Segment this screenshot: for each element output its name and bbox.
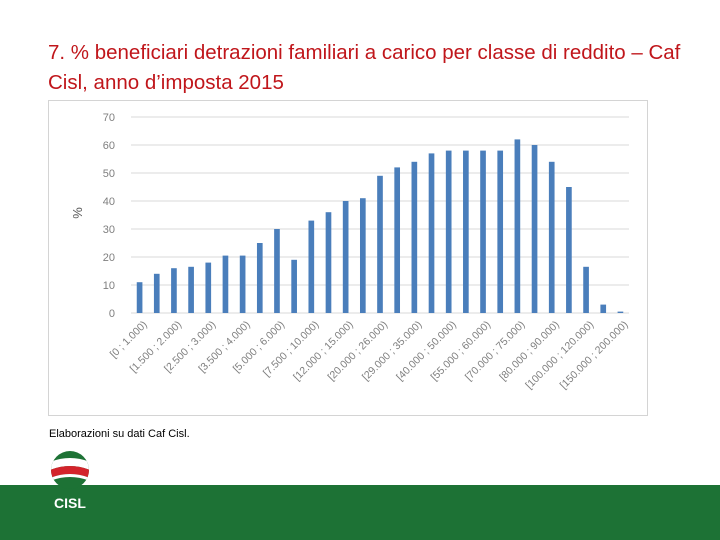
y-tick-label: 30 [103, 224, 115, 236]
bar [411, 161, 418, 313]
bar [377, 175, 383, 313]
x-tick-label: [70.000 ; 75.000) [463, 319, 528, 384]
bar [359, 198, 366, 313]
y-axis-label: % [70, 207, 85, 219]
x-tick-label: [40.000 ; 50.000) [394, 319, 459, 384]
bar [325, 212, 332, 313]
bar [514, 139, 521, 313]
bar [308, 220, 315, 313]
bar [428, 153, 435, 313]
bar [239, 255, 246, 313]
x-tick-labels: [0 ; 1.000)[1.500 ; 2.000)[2.500 ; 3.000… [108, 319, 631, 392]
bar [171, 268, 177, 313]
y-tick-label: 50 [103, 168, 115, 180]
bar [548, 161, 555, 313]
bar [342, 201, 349, 313]
slide-title: 7. % beneficiari detrazioni familiari a … [48, 41, 681, 94]
bar [205, 262, 212, 313]
bar [291, 259, 297, 313]
y-tick-label: 10 [103, 280, 115, 292]
chart-frame: 0 10 20 30 40 50 60 70 [0 ; 1.000) [1.500 ; 2.00… [48, 100, 648, 416]
bar [445, 150, 452, 313]
y-tick-label: 70 [103, 112, 115, 124]
bar [153, 273, 160, 313]
bar [222, 255, 229, 313]
x-tick-label: [80.000 ; 90.000) [497, 319, 562, 384]
bars [136, 139, 624, 313]
bar [480, 150, 486, 313]
y-tick-labels: 0 10 20 30 40 50 60 70 [103, 112, 115, 320]
footer-band [0, 485, 720, 540]
x-tick-label: [20.000 ; 26.000) [325, 319, 390, 384]
y-tick-label: 0 [109, 308, 115, 320]
bar [256, 243, 263, 313]
cisl-logo: CISL [51, 451, 89, 511]
x-tick-label: [12.000 ; 15.000) [291, 319, 356, 384]
bar [531, 145, 538, 313]
bar [188, 266, 194, 313]
logo-text: CISL [54, 495, 86, 511]
bar [394, 167, 401, 313]
bar [463, 150, 469, 313]
source-note: Elaborazioni su dati Caf Cisl. [49, 428, 190, 440]
bar [497, 150, 504, 313]
bar-chart: 0 10 20 30 40 50 60 70 [0 ; 1.000)[1.500 ; 2.00… [70, 112, 631, 392]
bar [600, 304, 607, 313]
x-tick-label: [150.000 ; 200.000) [558, 319, 631, 392]
x-tick-label: [29.000 ; 35.000) [360, 319, 425, 384]
bar [583, 266, 589, 313]
y-tick-label: 20 [103, 252, 115, 264]
y-tick-label: 40 [103, 196, 115, 208]
y-tick-label: 60 [103, 140, 115, 152]
bar [274, 229, 280, 313]
bar [566, 187, 572, 313]
x-tick-label: [55.000 ; 60.000) [429, 319, 494, 384]
bar [136, 282, 143, 313]
bar [617, 311, 624, 313]
